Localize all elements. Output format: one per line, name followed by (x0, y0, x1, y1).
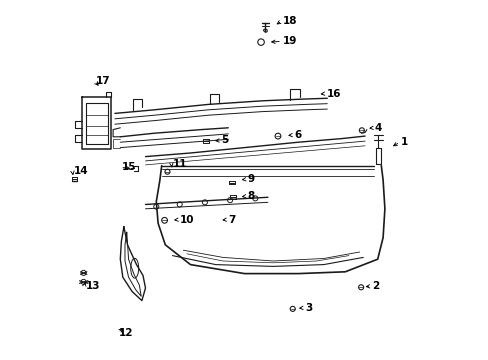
Text: 1: 1 (400, 137, 407, 147)
Text: 18: 18 (283, 16, 297, 26)
Text: 5: 5 (221, 135, 228, 145)
Text: 10: 10 (179, 215, 194, 225)
Text: 8: 8 (247, 191, 254, 201)
Text: 12: 12 (119, 328, 133, 338)
Text: 9: 9 (247, 174, 254, 184)
Text: 19: 19 (283, 36, 297, 46)
Text: 11: 11 (172, 159, 186, 169)
Text: 4: 4 (374, 123, 382, 133)
Text: 3: 3 (305, 303, 312, 313)
Text: 16: 16 (326, 89, 341, 99)
Text: 17: 17 (96, 76, 110, 86)
Text: 14: 14 (73, 166, 88, 176)
Text: 15: 15 (121, 162, 136, 172)
Text: 6: 6 (294, 130, 301, 140)
Text: 7: 7 (228, 215, 235, 225)
Text: 2: 2 (371, 281, 379, 291)
Text: 13: 13 (85, 281, 100, 291)
